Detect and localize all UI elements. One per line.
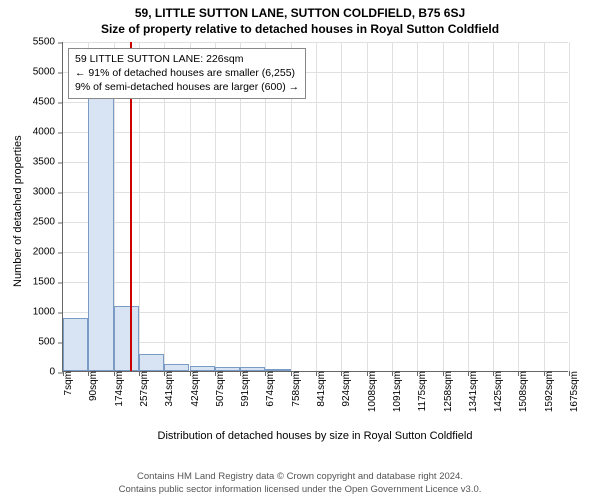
histogram-bar [164, 364, 189, 371]
callout-line: 59 LITTLE SUTTON LANE: 226sqm [75, 52, 299, 66]
x-tick-label: 507sqm [215, 371, 226, 407]
chart-container: 59, LITTLE SUTTON LANE, SUTTON COLDFIELD… [0, 0, 600, 500]
y-axis-label: Number of detached properties [12, 135, 24, 287]
callout-box: 59 LITTLE SUTTON LANE: 226sqm← 91% of de… [68, 48, 306, 99]
footer-attribution: Contains HM Land Registry data © Crown c… [0, 471, 600, 496]
gridline-v [367, 42, 368, 371]
x-tick-label: 1341sqm [468, 371, 479, 412]
x-tick-label: 841sqm [316, 371, 327, 407]
histogram-bar [114, 306, 139, 371]
x-tick-label: 1175sqm [417, 371, 428, 411]
x-tick-label: 1675sqm [569, 371, 580, 412]
y-tick-label: 1000 [33, 307, 63, 318]
histogram-bar [88, 97, 113, 371]
footer-line1: Contains HM Land Registry data © Crown c… [0, 471, 600, 483]
x-tick-label: 424sqm [190, 371, 201, 407]
y-tick-label: 4000 [33, 127, 63, 138]
x-tick-label: 1425sqm [493, 371, 504, 412]
histogram-bar [139, 354, 164, 371]
callout-line: ← 91% of detached houses are smaller (6,… [75, 66, 299, 80]
gridline-v [443, 42, 444, 371]
histogram-bar [215, 367, 240, 371]
gridline-v [569, 42, 570, 371]
x-tick-label: 90sqm [88, 371, 99, 401]
histogram-bar [190, 366, 215, 371]
x-tick-label: 758sqm [291, 371, 302, 407]
gridline-v [417, 42, 418, 371]
y-tick-label: 2000 [33, 247, 63, 258]
y-tick-label: 500 [38, 337, 63, 348]
histogram-bar [63, 318, 88, 371]
x-tick-label: 591sqm [240, 371, 251, 407]
gridline-v [468, 42, 469, 371]
x-tick-label: 1508sqm [518, 371, 529, 412]
x-tick-label: 924sqm [341, 371, 352, 407]
gridline-v [316, 42, 317, 371]
x-tick-label: 674sqm [265, 371, 276, 407]
y-tick-label: 5000 [33, 67, 63, 78]
x-tick-label: 1008sqm [367, 371, 378, 412]
gridline-v [341, 42, 342, 371]
x-tick-label: 341sqm [164, 371, 175, 407]
footer-line2: Contains public sector information licen… [0, 484, 600, 496]
y-tick-label: 4500 [33, 97, 63, 108]
x-tick-label: 1091sqm [392, 371, 403, 412]
y-tick-label: 3500 [33, 157, 63, 168]
x-axis-label: Distribution of detached houses by size … [62, 430, 568, 442]
x-tick-label: 1258sqm [443, 371, 454, 412]
gridline-v [518, 42, 519, 371]
x-tick-label: 1592sqm [544, 371, 555, 412]
page-title-line1: 59, LITTLE SUTTON LANE, SUTTON COLDFIELD… [0, 0, 600, 20]
histogram-bar [265, 369, 290, 371]
y-tick-label: 2500 [33, 217, 63, 228]
x-tick-label: 257sqm [139, 371, 150, 407]
gridline-v [544, 42, 545, 371]
y-tick-label: 0 [49, 367, 63, 378]
page-title-line2: Size of property relative to detached ho… [0, 20, 600, 36]
y-tick-label: 5500 [33, 37, 63, 48]
x-tick-label: 7sqm [63, 371, 74, 395]
gridline-v [493, 42, 494, 371]
y-tick-label: 3000 [33, 187, 63, 198]
y-tick-label: 1500 [33, 277, 63, 288]
gridline-v [392, 42, 393, 371]
histogram-bar [240, 367, 265, 371]
x-tick-label: 174sqm [114, 371, 125, 407]
callout-line: 9% of semi-detached houses are larger (6… [75, 80, 299, 94]
